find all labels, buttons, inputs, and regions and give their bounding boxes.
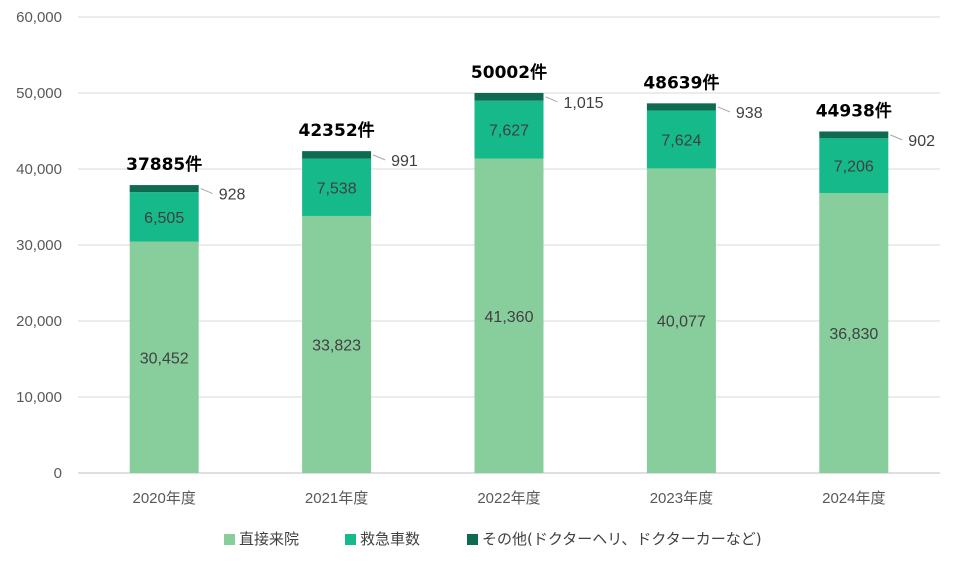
bar-segment-1 xyxy=(819,193,889,474)
data-label: 7,538 xyxy=(317,180,357,197)
total-label: 37885件 xyxy=(126,154,202,175)
y-tick-label: 50,000 xyxy=(16,85,62,102)
bar-segment-1 xyxy=(129,241,199,473)
total-label: 42352件 xyxy=(299,120,375,141)
bar-segment-2 xyxy=(302,158,372,216)
data-label: 30,452 xyxy=(140,350,189,367)
y-tick-label: 30,000 xyxy=(16,237,62,254)
y-tick-label: 10,000 xyxy=(16,389,62,406)
legend-swatch xyxy=(224,534,235,545)
legend-swatch xyxy=(467,534,478,545)
bar-segment-1 xyxy=(646,168,716,473)
bar-segment-3 xyxy=(129,185,199,193)
leader-line xyxy=(200,188,213,195)
leader-line xyxy=(717,106,731,113)
bar-segment-2 xyxy=(129,192,199,242)
x-tick-label: 2020年度 xyxy=(133,490,196,507)
data-label: 6,505 xyxy=(144,210,184,227)
bar-segment-3 xyxy=(302,151,372,159)
data-label: 41,360 xyxy=(485,309,534,326)
leader-line xyxy=(545,96,558,103)
data-label: 938 xyxy=(736,105,763,122)
y-tick-label: 0 xyxy=(54,465,62,482)
data-label: 7,624 xyxy=(661,132,701,149)
total-label: 48639件 xyxy=(643,72,719,93)
data-label: 928 xyxy=(219,187,246,204)
legend-entry: 救急車数 xyxy=(360,530,420,548)
y-tick-label: 20,000 xyxy=(16,313,62,330)
data-label: 991 xyxy=(391,153,418,170)
x-tick-label: 2023年度 xyxy=(650,490,713,507)
x-tick-label: 2021年度 xyxy=(305,490,368,507)
data-label: 7,627 xyxy=(489,123,529,140)
total-label: 44938件 xyxy=(816,100,892,121)
legend-entry: 直接来院 xyxy=(239,530,299,548)
legend-entry: その他(ドクターヘリ、ドクターカーなど) xyxy=(482,530,762,548)
leader-line xyxy=(890,134,903,141)
y-tick-label: 40,000 xyxy=(16,161,62,178)
x-tick-label: 2022年度 xyxy=(477,490,540,507)
bar-segment-3 xyxy=(646,103,716,111)
bar-segment-3 xyxy=(474,92,544,101)
bar-segment-1 xyxy=(302,215,372,474)
bar-segment-1 xyxy=(474,158,544,473)
bar-segment-2 xyxy=(819,138,889,194)
data-label: 902 xyxy=(908,133,935,150)
data-label: 7,206 xyxy=(834,159,874,176)
data-label: 1,015 xyxy=(564,95,604,112)
bar-segment-2 xyxy=(646,110,716,169)
data-label: 40,077 xyxy=(657,314,706,331)
data-label: 36,830 xyxy=(829,326,878,343)
legend-swatch xyxy=(345,534,356,545)
bar-segment-2 xyxy=(474,100,544,159)
leader-line xyxy=(372,154,386,161)
x-tick-label: 2024年度 xyxy=(822,490,885,507)
y-tick-label: 60,000 xyxy=(16,9,62,26)
bar-segment-3 xyxy=(819,131,889,139)
data-label: 33,823 xyxy=(312,337,361,354)
total-label: 50002件 xyxy=(471,62,547,83)
